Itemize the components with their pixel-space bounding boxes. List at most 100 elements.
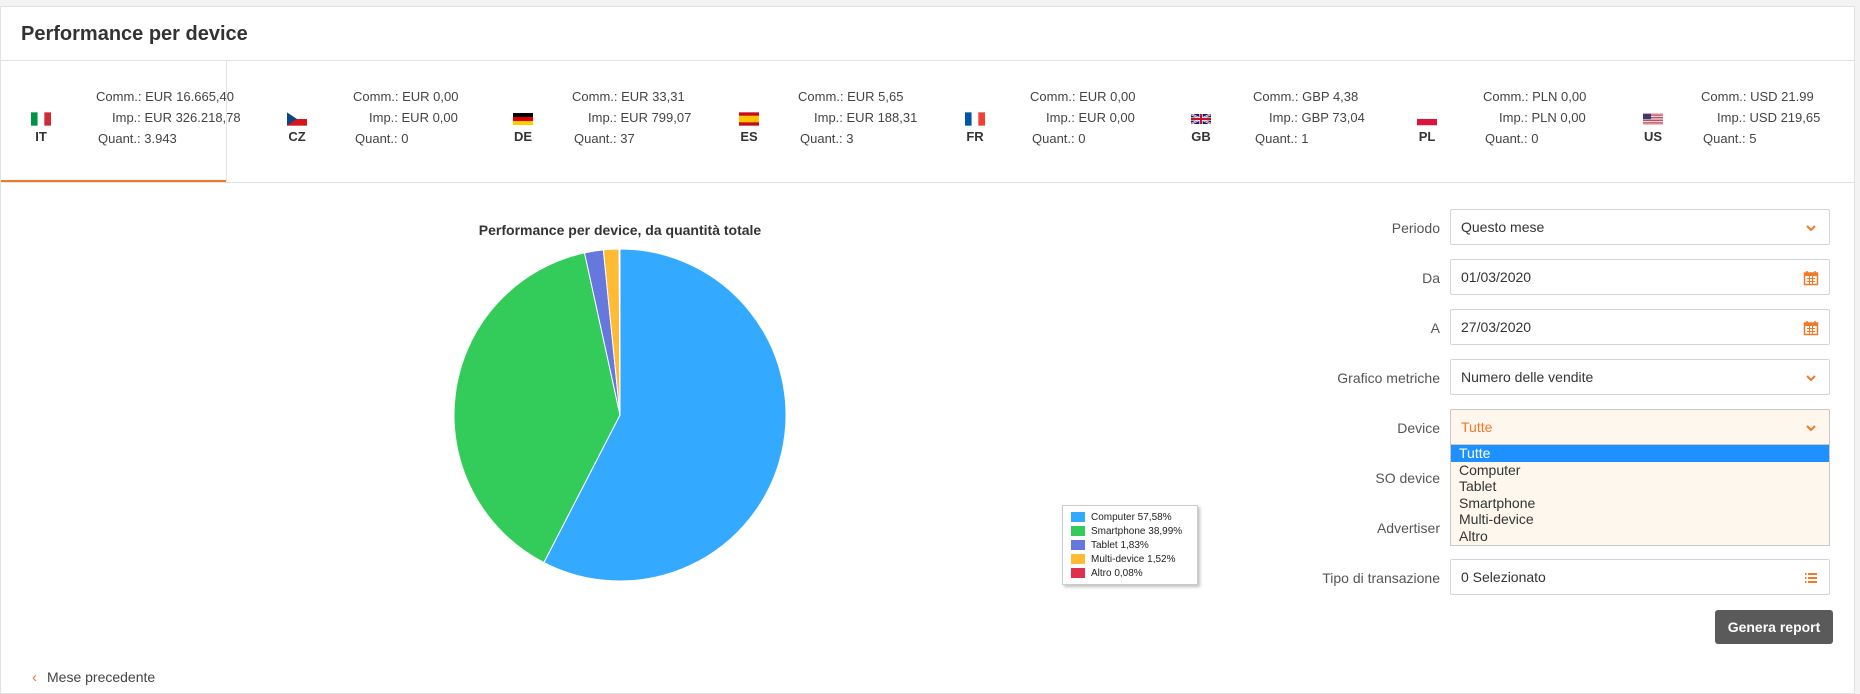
performance-panel: Performance per device IT Comm.: EUR 16.… [0, 6, 1855, 694]
quantity-value: Quant.: 0 [1032, 131, 1086, 146]
chevron-down-icon [1806, 425, 1816, 432]
so-device-label: SO device [1375, 470, 1440, 486]
device-option-tutte[interactable]: Tutte [1451, 445, 1829, 462]
country-tab-cz[interactable]: CZ Comm.: EUR 0,00 Imp.: EUR 0,00 Quant.… [257, 61, 483, 182]
country-tab-es[interactable]: ES Comm.: EUR 5,65 Imp.: EUR 188,31 Quan… [709, 61, 935, 182]
calendar-icon[interactable] [1803, 320, 1819, 336]
france-flag-icon [965, 112, 985, 126]
da-date-field[interactable]: 01/03/2020 [1450, 259, 1830, 295]
chevron-down-icon [1806, 375, 1816, 382]
grafico-metriche-select[interactable]: Numero delle vendite [1450, 359, 1830, 395]
poland-flag-icon [1417, 112, 1437, 126]
periodo-label: Periodo [1391, 220, 1440, 236]
chevron-left-icon: ‹ [32, 669, 37, 686]
quantity-value: Quant.: 0 [1485, 131, 1539, 146]
commission-value: Comm.: USD 21.99 [1701, 89, 1814, 104]
country-tab-fr[interactable]: FR Comm.: EUR 0,00 Imp.: EUR 0,00 Quant.… [935, 61, 1161, 182]
legend-swatch [1071, 526, 1085, 536]
quantity-value: Quant.: 0 [355, 131, 409, 146]
tipo-transazione-label: Tipo di transazione [1322, 570, 1440, 586]
country-code: IT [35, 129, 47, 144]
list-icon [1805, 573, 1817, 583]
import-value: Imp.: USD 219,65 [1717, 110, 1821, 125]
a-label: A [1430, 320, 1440, 336]
quantity-value: Quant.: 3.943 [98, 131, 177, 146]
quantity-value: Quant.: 1 [1255, 131, 1309, 146]
legend-swatch [1071, 554, 1085, 564]
commission-value: Comm.: EUR 0,00 [353, 89, 459, 104]
country-tab-gb[interactable]: GB Comm.: GBP 4,38 Imp.: GBP 73,04 Quant… [1161, 61, 1387, 182]
uk-flag-icon [1191, 113, 1211, 125]
device-option-tablet[interactable]: Tablet [1459, 478, 1497, 494]
page-title: Performance per device [21, 23, 248, 45]
calendar-icon[interactable] [1803, 270, 1819, 286]
chart-title: Performance per device, da quantità tota… [478, 222, 762, 238]
import-value: Imp.: PLN 0,00 [1499, 110, 1586, 125]
germany-flag-icon [513, 113, 533, 125]
legend-item[interactable]: Altro 0,08% [1071, 566, 1197, 580]
pie-slice-smartphone[interactable] [453, 252, 621, 564]
legend-item[interactable]: Multi-device 1,52% [1071, 552, 1197, 566]
country-tabs: IT Comm.: EUR 16.665,40 Imp.: EUR 326.21… [1, 61, 1854, 183]
legend-label: Multi-device 1,52% [1091, 553, 1176, 565]
device-option-altro[interactable]: Altro [1459, 527, 1488, 544]
legend-swatch [1071, 512, 1085, 522]
italy-flag-icon [31, 112, 51, 126]
da-value: 01/03/2020 [1461, 269, 1532, 285]
commission-value: Comm.: GBP 4,38 [1253, 89, 1359, 104]
usa-flag-icon [1643, 113, 1663, 125]
commission-value: Comm.: EUR 33,31 [572, 89, 685, 104]
commission-value: Comm.: EUR 5,65 [798, 89, 904, 104]
da-label: Da [1422, 270, 1440, 286]
import-value: Imp.: GBP 73,04 [1269, 110, 1365, 125]
legend-label: Altro 0,08% [1091, 567, 1143, 579]
legend-label: Smartphone 38,99% [1091, 525, 1183, 537]
spain-flag-icon [739, 112, 759, 126]
country-code: US [1643, 129, 1663, 144]
import-value: Imp.: EUR 0,00 [369, 110, 458, 125]
panel-header [1, 7, 1854, 61]
device-select[interactable]: Tutte [1450, 409, 1830, 445]
country-tab-pl[interactable]: PL Comm.: PLN 0,00 Imp.: PLN 0,00 Quant.… [1387, 61, 1613, 182]
country-code: GB [1191, 129, 1211, 144]
czech-flag-icon [287, 112, 307, 126]
country-code: DE [513, 129, 533, 144]
commission-value: Comm.: PLN 0,00 [1483, 89, 1587, 104]
device-option-smartphone[interactable]: Smartphone [1459, 494, 1536, 511]
legend-item[interactable]: Smartphone 38,99% [1071, 524, 1197, 538]
pie-slice-altro[interactable] [618, 248, 621, 416]
legend-item[interactable]: Computer 57,58% [1071, 510, 1197, 524]
periodo-select[interactable]: Questo mese [1450, 209, 1830, 245]
commission-value: Comm.: EUR 16.665,40 [96, 89, 235, 104]
country-code: FR [966, 129, 984, 144]
tipo-transazione-select[interactable]: 0 Selezionato [1450, 559, 1830, 595]
quantity-value: Quant.: 37 [574, 131, 635, 146]
quantity-value: Quant.: 3 [800, 131, 854, 146]
generate-report-button[interactable]: Genera report [1715, 610, 1833, 644]
country-tab-us[interactable]: US Comm.: USD 21.99 Imp.: USD 219,65 Qua… [1613, 61, 1853, 182]
import-value: Imp.: EUR 0,00 [1046, 110, 1135, 125]
periodo-value: Questo mese [1461, 219, 1545, 235]
legend-label: Tablet 1,83% [1091, 539, 1149, 551]
country-code: CZ [288, 129, 306, 144]
legend-swatch [1071, 540, 1085, 550]
device-value: Tutte [1461, 419, 1493, 435]
grafico-label: Grafico metriche [1337, 370, 1440, 386]
a-date-field[interactable]: 27/03/2020 [1450, 309, 1830, 345]
pie-slice-computer[interactable] [543, 248, 787, 582]
device-dropdown: Tutte Computer Tablet Smartphone Multi-d… [1450, 444, 1830, 546]
previous-month-link[interactable]: ‹ Mese precedente [32, 669, 155, 686]
legend-item[interactable]: Tablet 1,83% [1071, 538, 1197, 552]
chevron-down-icon [1806, 225, 1816, 232]
country-code: PL [1418, 129, 1436, 144]
country-tab-it[interactable]: IT Comm.: EUR 16.665,40 Imp.: EUR 326.21… [1, 61, 241, 182]
import-value: Imp.: EUR 799,07 [588, 110, 692, 125]
device-option-computer[interactable]: Computer [1459, 461, 1521, 478]
device-option-multi-device[interactable]: Multi-device [1459, 511, 1534, 527]
country-code: ES [740, 129, 758, 144]
import-value: Imp.: EUR 188,31 [814, 110, 918, 125]
legend-swatch [1071, 568, 1085, 578]
legend-label: Computer 57,58% [1091, 511, 1172, 523]
import-value: Imp.: EUR 326.218,78 [112, 110, 241, 125]
country-tab-de[interactable]: DE Comm.: EUR 33,31 Imp.: EUR 799,07 Qua… [483, 61, 709, 182]
